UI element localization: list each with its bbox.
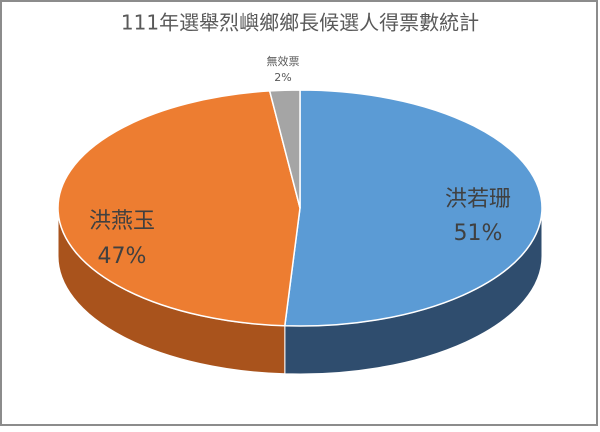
slice xyxy=(57,90,301,327)
slice xyxy=(268,89,301,209)
value-label: 2% xyxy=(274,71,291,84)
slice xyxy=(283,89,543,327)
chart-title: 111年選舉烈嶼鄉鄉長候選人得票數統計 xyxy=(121,11,479,35)
value-label: 51% xyxy=(454,221,503,246)
slice-label: 洪若珊 xyxy=(445,187,511,212)
slice-label: 洪燕玉 xyxy=(89,209,155,234)
value-label: 47% xyxy=(98,244,147,269)
slice-label: 無效票 xyxy=(267,54,300,68)
